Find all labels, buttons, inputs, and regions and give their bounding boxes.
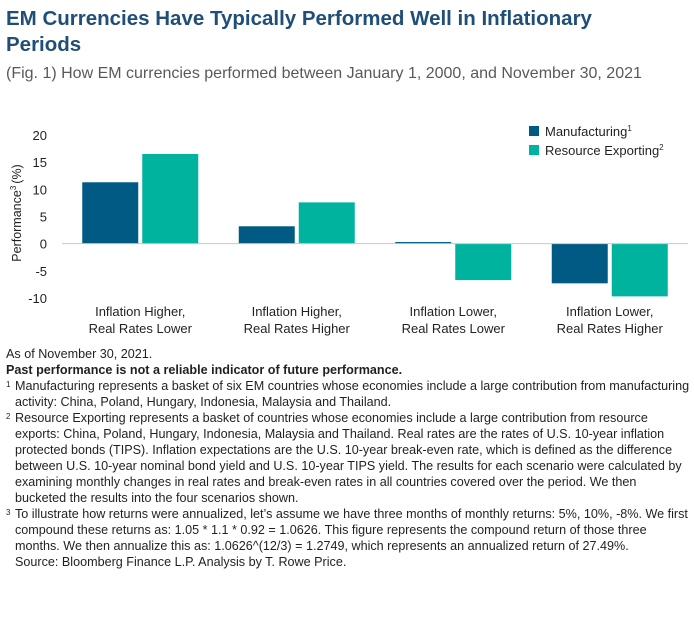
y-axis-label-units: (%) [10,164,24,183]
y-tick-label: 20 [33,128,47,143]
footnote-3-text: To illustrate how returns were annualize… [15,507,688,553]
x-tick-label: Inflation Lower, Real Rates Higher [557,304,664,336]
x-tick-label: Inflation Lower, Real Rates Lower [402,304,506,336]
legend-label-text: Manufacturing [545,124,627,139]
bar-resource-exporting [455,243,512,281]
footnote-3: 3 To illustrate how returns were annualiz… [6,506,690,554]
y-tick-label: 15 [33,155,47,170]
footnotes: As of November 30, 2021. Past performanc… [6,346,690,570]
y-tick-label: 5 [40,210,47,225]
x-tick-label-line2: Real Rates Higher [244,321,351,336]
legend-swatch [529,145,539,155]
footnote-2: 2 Resource Exporting represents a basket … [6,410,690,506]
bar-resource-exporting [611,243,668,297]
legend-label-sup: 2 [659,143,664,152]
x-tick-label-line2: Real Rates Lower [402,321,506,336]
x-tick-label-line2: Real Rates Lower [89,321,193,336]
y-axis-label-sup: 3 [9,185,18,190]
chart-subtitle: (Fig. 1) How EM currencies performed bet… [6,65,642,82]
legend-swatch [529,126,539,136]
chart-title: EM Currencies Have Typically Performed W… [6,7,592,56]
y-tick-label: 0 [40,237,47,252]
x-tick-label: Inflation Higher, Real Rates Higher [244,304,351,336]
x-tick-label-line1: Inflation Lower, [410,304,497,319]
x-tick-labels: Inflation Higher, Real Rates LowerInflati… [89,304,664,336]
bar-manufacturing [82,182,139,244]
y-tick-label: 10 [33,182,47,197]
source-note: Source: Bloomberg Finance L.P. Analysis … [15,555,347,569]
bars [82,154,668,297]
bar-manufacturing [551,243,608,284]
x-tick-label: Inflation Higher, Real Rates Lower [89,304,193,336]
y-tick-label: -10 [28,291,47,306]
as-of-date: As of November 30, 2021. [6,347,153,361]
y-tick-label: -5 [35,264,47,279]
footnote-1-text: Manufacturing represents a basket of six… [15,379,690,409]
legend-label-sup: 1 [627,124,632,133]
y-axis-label-text: Performance [10,190,24,262]
x-tick-label-line1: Inflation Higher, [252,304,342,319]
performance-disclaimer: Past performance is not a reliable indic… [6,363,403,377]
bar-manufacturing [238,226,295,244]
y-axis-label: Performance3 (%) [9,164,24,261]
legend-label: Manufacturing1 [545,124,632,139]
footnote-1: 1 Manufacturing represents a basket of si… [6,378,690,410]
legend-label: Resource Exporting2 [545,143,664,158]
footnote-2-mark: 2 [6,412,11,421]
legend-label-text: Resource Exporting [545,143,659,158]
x-tick-label-line2: Real Rates Higher [557,321,664,336]
bar-resource-exporting [298,202,355,244]
bar-chart: Performance3 (%) 20 15 10 5 0 -5 -10 Inflation … [9,124,688,336]
footnote-2-text: Resource Exporting represents a basket o… [15,411,682,505]
svg-text:Performance3(%): Performance3 (%) [9,164,24,261]
bar-manufacturing [395,242,452,244]
y-tick-labels: 20 15 10 5 0 -5 -10 [28,128,47,306]
x-tick-label-line1: Inflation Lower, [566,304,653,319]
x-tick-label-line1: Inflation Higher, [95,304,185,319]
footnote-1-mark: 1 [6,380,11,389]
bar-resource-exporting [142,154,199,244]
footnote-3-mark: 3 [6,508,11,517]
legend: Manufacturing1 Resource Exporting2 [529,124,664,158]
